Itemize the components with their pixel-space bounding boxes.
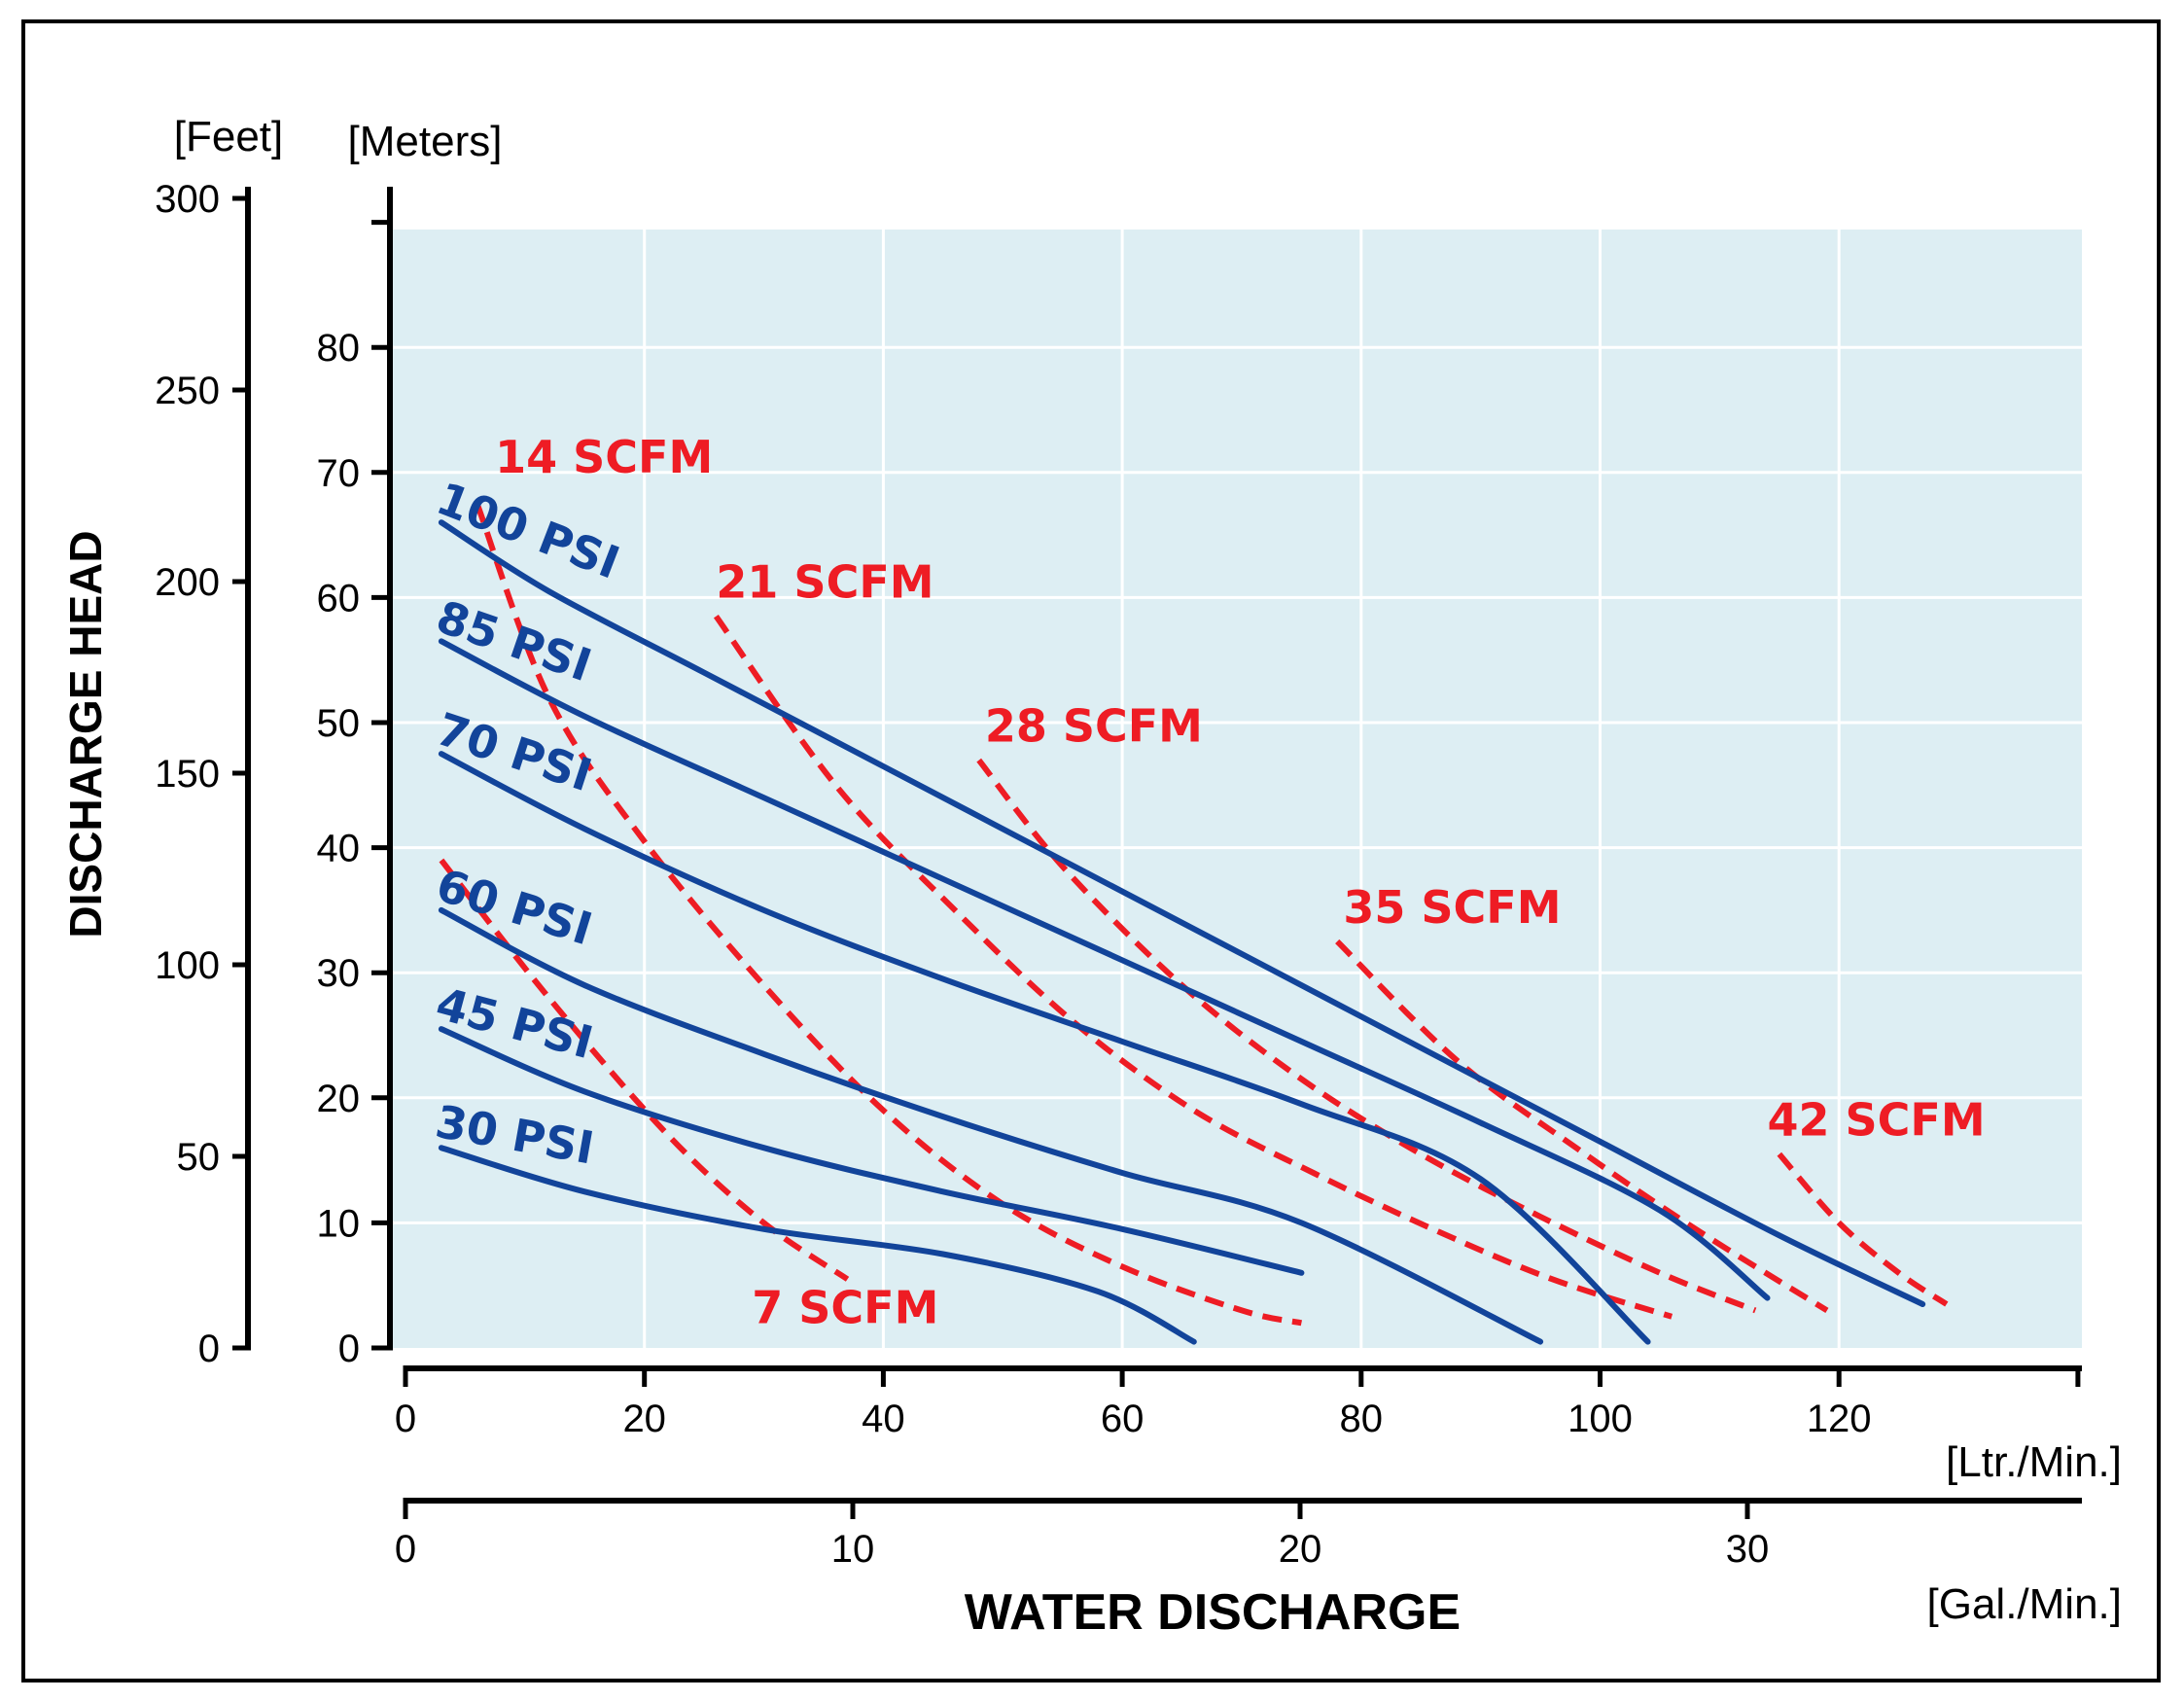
feet-tick-label-200: 200 [155,561,220,604]
air-line-42-scfm [1777,1151,1949,1307]
lpm-tick-label-20: 20 [622,1398,666,1440]
gpm-tick-label-30: 30 [1726,1528,1770,1571]
label-35-scfm: 35 SCFM [1343,881,1561,934]
label-14-scfm: 14 SCFM [495,431,713,483]
lpm-tick-label-0: 0 [395,1398,416,1440]
meters-tick-label-0: 0 [338,1328,360,1370]
label-7-scfm: 7 SCFM [752,1281,938,1333]
pressure-line-45-psi [438,1026,1305,1276]
gpm-unit-label: [Gal./Min.] [1927,1580,2123,1628]
pressure-line-30-psi [438,1145,1197,1345]
gpm-tick-label-20: 20 [1279,1528,1322,1571]
lpm-unit-label: [Ltr./Min.] [1946,1438,2122,1486]
label-28-scfm: 28 SCFM [985,699,1203,752]
axis-ticks [232,195,2081,1519]
air-line-35-scfm [1335,939,1829,1313]
gridlines [390,230,2082,1348]
lpm-tick-label-120: 120 [1807,1398,1872,1440]
feet-tick-label-100: 100 [155,944,220,987]
meters-tick-label-30: 30 [317,952,361,995]
plot-area [390,230,2082,1348]
meters-tick-label-20: 20 [317,1078,361,1120]
label-42-scfm: 42 SCFM [1767,1093,1985,1146]
feet-tick-label-250: 250 [155,370,220,412]
air-line-28-scfm [976,758,1757,1314]
meters-unit-label: [Meters] [348,118,503,165]
gpm-tick-label-0: 0 [395,1528,416,1571]
meters-tick-label-50: 50 [317,702,361,745]
label-21-scfm: 21 SCFM [716,555,933,608]
air-line-21-scfm [713,614,1673,1320]
meters-tick-label-40: 40 [317,828,361,870]
feet-tick-label-50: 50 [177,1136,221,1179]
meters-tick-label-80: 80 [317,327,361,370]
air-line-14-scfm [474,502,1303,1327]
feet-tick-label-0: 0 [198,1328,220,1370]
lpm-tick-label-60: 60 [1101,1398,1145,1440]
feet-tick-label-300: 300 [155,178,220,221]
series-lines [438,502,1949,1345]
meters-tick-label-60: 60 [317,577,361,620]
gpm-tick-label-10: 10 [831,1528,875,1571]
lpm-tick-label-40: 40 [862,1398,905,1440]
pressure-line-70-psi [438,751,1651,1345]
feet-unit-label: [Feet] [174,113,284,160]
meters-tick-label-10: 10 [317,1202,361,1245]
pressure-line-85-psi [438,638,1771,1301]
pressure-line-60-psi [438,906,1544,1345]
y-axis-title: DISCHARGE HEAD [60,530,111,938]
feet-tick-label-150: 150 [155,753,220,796]
pressure-line-100-psi [438,519,1926,1307]
lpm-tick-label-80: 80 [1340,1398,1384,1440]
lpm-tick-label-100: 100 [1568,1398,1633,1440]
meters-tick-label-70: 70 [317,452,361,495]
x-axis-title: WATER DISCHARGE [965,1584,1461,1641]
